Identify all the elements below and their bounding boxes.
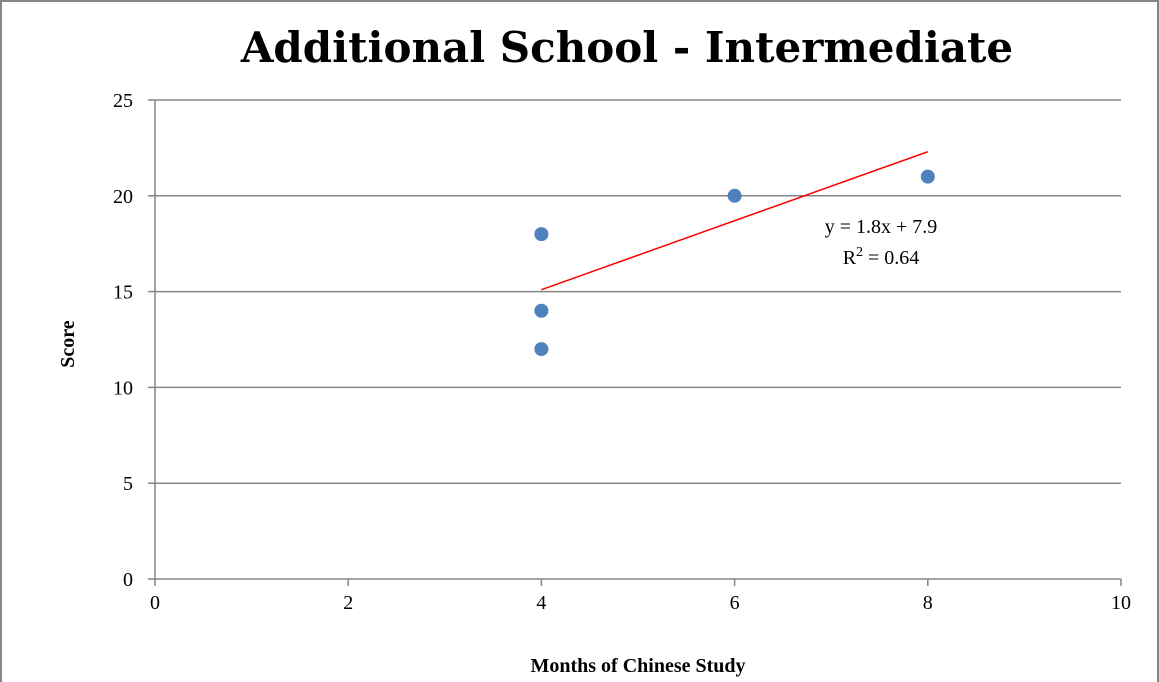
- r2-value: = 0.64: [863, 247, 919, 269]
- data-points: [534, 169, 935, 357]
- x-axis-title: Months of Chinese Study: [530, 655, 745, 677]
- x-tick-label: 0: [150, 592, 160, 614]
- trendline-equation: y = 1.8x + 7.9: [825, 216, 938, 238]
- y-tick-label: 15: [113, 282, 133, 304]
- y-tick-label: 25: [113, 90, 133, 112]
- y-tick-label: 20: [113, 186, 133, 208]
- gridlines: [155, 99, 1121, 484]
- r2-superscript: 2: [856, 245, 863, 260]
- x-tick-label: 2: [343, 592, 353, 614]
- data-point: [920, 169, 935, 184]
- r2-prefix: R: [843, 247, 857, 269]
- x-tick-label: 6: [730, 592, 740, 614]
- trendline-r-squared: R2 = 0.64: [843, 245, 920, 269]
- x-tick-label: 4: [536, 592, 546, 614]
- y-tick-label: 5: [123, 473, 133, 495]
- trendline: [541, 151, 929, 291]
- data-point: [534, 303, 549, 318]
- y-tick-label: 0: [123, 569, 133, 591]
- y-tick-label: 10: [113, 377, 133, 399]
- trendline-layer: [541, 151, 929, 291]
- data-point: [534, 227, 549, 242]
- chart-title: Additional School - Intermediate: [240, 23, 1013, 72]
- x-tick-label: 10: [1111, 592, 1131, 614]
- data-point: [534, 342, 549, 357]
- y-axis-title: Score: [57, 320, 79, 368]
- x-tick-label: 8: [923, 592, 933, 614]
- data-point: [727, 188, 742, 203]
- axes: 0 5 10 15 20 25 0 2 4 6 8 10: [113, 90, 1131, 614]
